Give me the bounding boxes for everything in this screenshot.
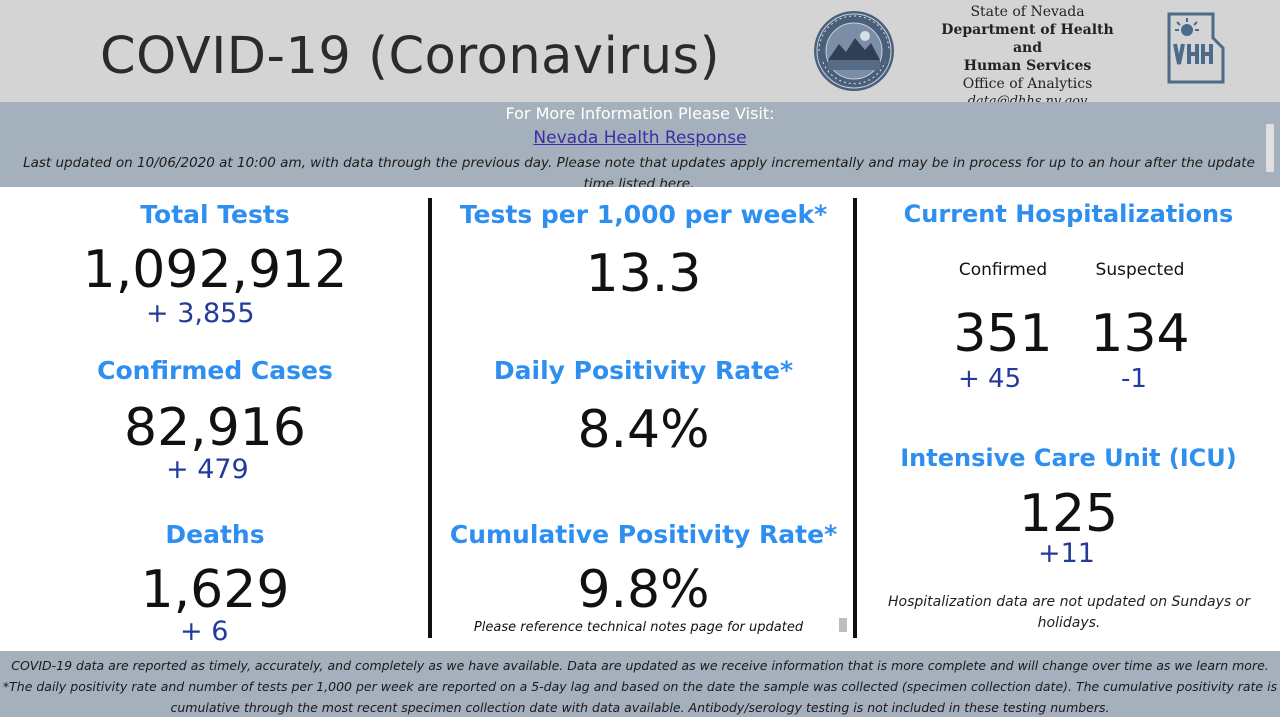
hospitalization-note: Hospitalization data are not updated on … <box>888 594 1250 631</box>
deaths-heading: Deaths <box>165 520 265 549</box>
suspected-hosp-value: 134 <box>1090 304 1190 364</box>
total-tests-heading: Total Tests <box>140 200 290 229</box>
confirmed-hosp-value: 351 <box>953 304 1053 364</box>
column-divider-left <box>428 198 432 638</box>
info-scrollbar[interactable] <box>1266 124 1274 172</box>
agency-dept-line2: Human Services <box>963 58 1092 74</box>
confirmed-cases-delta: + 479 <box>166 454 249 485</box>
total-tests-delta: + 3,855 <box>146 298 255 329</box>
column-divider-right <box>853 198 857 638</box>
agency-office: Office of Analytics <box>962 76 1093 92</box>
deaths-delta: + 6 <box>180 616 229 647</box>
info-bar: For More Information Please Visit: Nevad… <box>0 102 1280 187</box>
suspected-hosp-delta: -1 <box>1121 364 1147 394</box>
agency-dept-line1: Department of Health and <box>941 22 1114 56</box>
page-title: COVID-19 (Coronavirus) <box>100 27 721 86</box>
nevada-state-seal-icon <box>814 11 894 91</box>
agency-state: State of Nevada <box>970 4 1085 20</box>
notes-scrollbar[interactable] <box>839 618 847 632</box>
current-hospitalizations-heading: Current Hospitalizations <box>903 200 1234 228</box>
tests-per-1000-value: 13.3 <box>585 244 702 304</box>
last-updated-text: Last updated on 10/06/2020 at 10:00 am, … <box>23 155 1255 187</box>
daily-positivity-value: 8.4% <box>577 400 710 460</box>
daily-positivity-heading: Daily Positivity Rate* <box>493 356 794 385</box>
cumulative-positivity-heading: Cumulative Positivity Rate* <box>449 520 838 549</box>
tests-per-1000-heading: Tests per 1,000 per week* <box>459 200 828 229</box>
technical-notes-text: Please reference technical notes page fo… <box>473 620 804 635</box>
suspected-label: Suspected <box>1095 260 1185 280</box>
deaths-value: 1,629 <box>140 560 290 620</box>
cumulative-positivity-value: 9.8% <box>577 560 710 620</box>
info-visit-text: For More Information Please Visit: <box>505 104 775 123</box>
footer-line-3: cumulative through the most recent speci… <box>170 700 1110 715</box>
footer-notes: COVID-19 data are reported as timely, ac… <box>0 651 1280 717</box>
confirmed-label: Confirmed <box>958 260 1048 280</box>
icu-delta: +11 <box>1038 538 1095 569</box>
agency-block: State of Nevada Department of Health and… <box>925 3 1130 111</box>
confirmed-cases-value: 82,916 <box>124 398 306 458</box>
nevada-health-response-link[interactable]: Nevada Health Response <box>533 128 747 148</box>
icu-heading: Intensive Care Unit (ICU) <box>900 444 1237 472</box>
footer-line-1: COVID-19 data are reported as timely, ac… <box>11 658 1269 673</box>
confirmed-cases-heading: Confirmed Cases <box>97 356 333 385</box>
total-tests-value: 1,092,912 <box>82 240 348 300</box>
footer-line-2: *The daily positivity rate and number of… <box>2 679 1278 694</box>
confirmed-hosp-delta: + 45 <box>958 364 1022 394</box>
icu-value: 125 <box>1018 484 1119 544</box>
dhhs-logo-icon <box>1167 12 1225 84</box>
header: COVID-19 (Coronavirus) State of Nevada D… <box>0 0 1280 109</box>
